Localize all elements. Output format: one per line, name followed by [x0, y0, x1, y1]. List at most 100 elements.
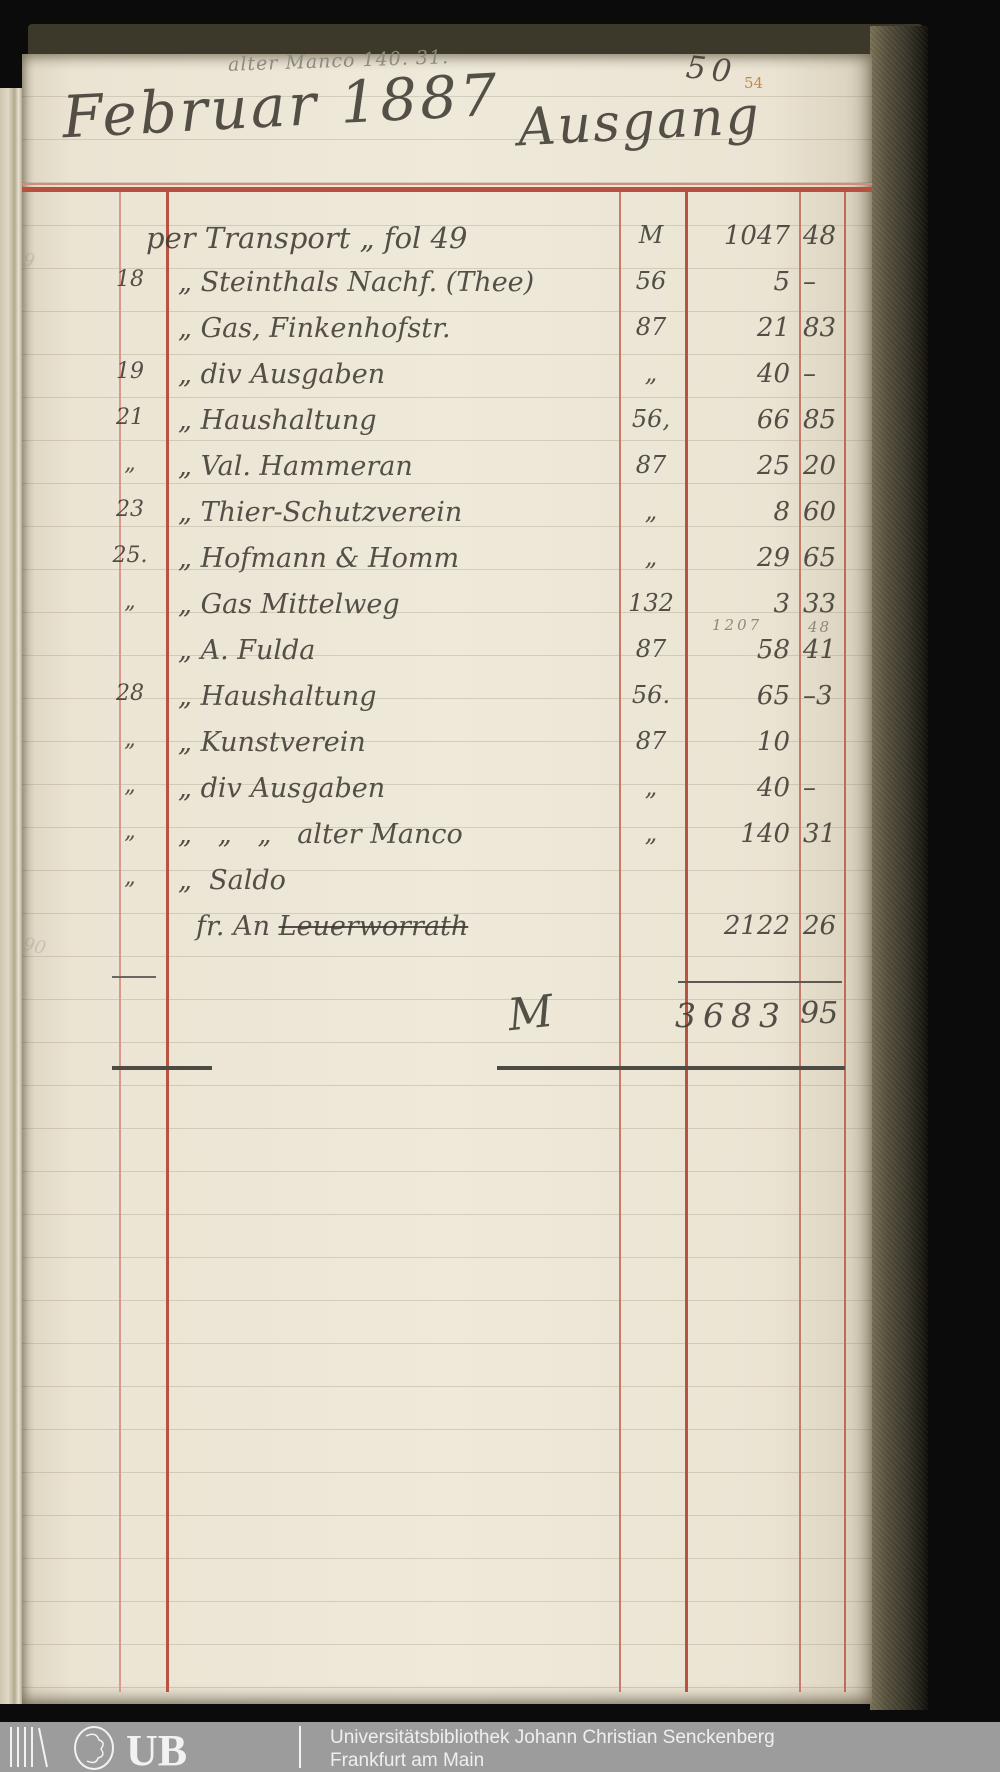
ledger-cell-date: 23: [116, 497, 144, 522]
folio-number-stamp: 54: [744, 74, 764, 92]
ledger-row: 18 „ Steinthals Nachf. (Thee) 56 5 –: [0, 261, 872, 307]
ledger-cell-mark: 10: [756, 727, 790, 757]
library-attribution-bar: [0, 1722, 1000, 1772]
ledger-cell-mark: 3: [773, 589, 790, 619]
ledger-cell-mark: 40: [756, 359, 790, 389]
ledger-cell-description: „ Hofmann & Homm: [178, 543, 460, 574]
ledger-cell-mark: 25: [756, 451, 790, 481]
leaning-book-icon: [38, 1727, 48, 1768]
underlying-page-edge: [0, 88, 24, 1704]
ledger-row: „ A. Fulda 87 58 41: [0, 629, 872, 675]
ledger-cell-mark: 1047: [723, 221, 790, 251]
ledger-cell-description: „ div Ausgaben: [178, 773, 386, 804]
ledger-cell-description: „ A. Fulda: [178, 635, 316, 666]
header-rule-thin: [22, 183, 872, 185]
ledger-cell-date: 21: [116, 405, 144, 430]
ledger-cell-date: „: [124, 727, 136, 752]
library-name: Universitätsbibliothek Johann Christian …: [330, 1727, 775, 1748]
ledger-cell-folio: „: [644, 497, 658, 525]
portrait-face-icon: [85, 1733, 104, 1764]
ledger-cell-folio: M: [638, 221, 664, 249]
column-rule-fol-right: [685, 192, 688, 1692]
ledger-row: 19 „ div Ausgaben „ 40 –: [0, 353, 872, 399]
ub-library-logo: UB: [10, 1726, 301, 1770]
page-title-section: Ausgang: [516, 85, 763, 159]
ledger-cell-pfennig: –: [803, 773, 816, 803]
ledger-cell-date: „: [124, 819, 136, 844]
column-rule-date-left: [119, 192, 121, 1692]
ledger-row: 25. „ Hofmann & Homm „ 29 65: [0, 537, 872, 583]
ledger-cell-date: „: [124, 865, 136, 890]
ledger-cell-mark: 58: [756, 635, 790, 665]
ledger-cell-description: „ Steinthals Nachf. (Thee): [178, 267, 535, 298]
ledger-cell-mark: 5: [773, 267, 790, 297]
ledger-cell-folio: 87: [635, 313, 667, 341]
ledger-cell-date: „: [124, 773, 136, 798]
ledger-cell-mark: 2122: [723, 911, 790, 941]
total-currency-sign: M: [505, 985, 556, 1042]
ledger-cell-mark: 140: [740, 819, 790, 849]
total-mark-amount: 3683: [675, 996, 787, 1035]
ledger-cell-description: „ Kunstverein: [178, 727, 366, 758]
ledger-cell-pfennig: 85: [803, 405, 837, 435]
ledger-cell-folio: 87: [635, 635, 667, 663]
ledger-cell-description: per Transport „ fol 49: [146, 221, 468, 255]
book-cover-right-edge: [870, 26, 928, 1710]
ledger-cell-description: „ Haushaltung: [178, 405, 377, 436]
ledger-cell-description: „ Saldo: [178, 865, 286, 896]
column-rule-fol-left: [619, 192, 621, 1692]
ledger-cell-folio: 87: [635, 451, 667, 479]
ledger-cell-description: „ „ „ alter Manco: [178, 819, 463, 850]
ledger-cell-mark: 40: [756, 773, 790, 803]
ledger-row: „ „ „ „ alter Manco „ 140 31: [0, 813, 872, 859]
column-rule-pfennig-right: [844, 192, 846, 1692]
ledger-cell-description: „ div Ausgaben: [178, 359, 386, 390]
ledger-cell-pfennig: 41: [803, 635, 837, 665]
ledger-cell-mark: 65: [756, 681, 790, 711]
book-spines-icon: [10, 1727, 33, 1767]
column-rule-date-right: [166, 192, 169, 1692]
ledger-cell-pfennig: 20: [803, 451, 837, 481]
date-column-rule-mark: [112, 976, 156, 978]
ledger-cell-date: 28: [116, 681, 144, 706]
logo-separator: [299, 1726, 301, 1768]
ledger-row: „ „ div Ausgaben „ 40 –: [0, 767, 872, 813]
ledger-cell-folio: 132: [628, 589, 674, 617]
ledger-cell-folio: 87: [635, 727, 667, 755]
ledger-cell-folio: 56.: [631, 681, 671, 709]
total-pfennig-amount: 95: [800, 996, 839, 1031]
ledger-row: fr. An Leuerworrath 2122 26: [0, 905, 872, 951]
ledger-row: „ „ Kunstverein 87 10: [0, 721, 872, 767]
ledger-cell-folio: „: [644, 543, 658, 571]
ledger-row: „ „ Val. Hammeran 87 25 20: [0, 445, 872, 491]
sum-line: [678, 981, 842, 983]
ledger-cell-folio: 56,: [631, 405, 671, 433]
ub-logo-letters: UB: [126, 1726, 187, 1770]
ledger-cell-pfennig: –3: [803, 681, 833, 711]
ledger-row: „ „ Gas Mittelweg 132 3 33 1207 48: [0, 583, 872, 636]
library-city: Frankfurt am Main: [330, 1750, 485, 1771]
struck-text: Leuerworrath: [278, 911, 469, 942]
closing-underline-left: [112, 1066, 212, 1070]
ledger-cell-description: „ Gas Mittelweg: [178, 589, 400, 620]
ledger-cell-mark: 29: [756, 543, 790, 573]
ledger-cell-pfennig: 83: [803, 313, 837, 343]
ledger-row: „ „ Saldo: [0, 859, 872, 905]
ledger-cell-description: „ Haushaltung: [178, 681, 377, 712]
ledger-row: 21 „ Haushaltung 56, 66 85: [0, 399, 872, 445]
ledger-cell-pfennig: 60: [803, 497, 837, 527]
ledger-cell-folio: „: [644, 773, 658, 801]
ledger-cell-date: 18: [116, 267, 144, 292]
ledger-cell-mark: 66: [756, 405, 790, 435]
ledger-cell-date: 19: [116, 359, 144, 384]
ledger-cell-pfennig: 48: [803, 221, 837, 251]
ledger-cell-description: „ Val. Hammeran: [178, 451, 413, 482]
ledger-row: 23 „ Thier-Schutzverein „ 8 60: [0, 491, 872, 537]
ledger-row: 28 „ Haushaltung 56. 65 –3: [0, 675, 872, 721]
pencil-subtotal-pfennig: 48: [808, 618, 832, 636]
ledger-cell-date: „: [124, 589, 136, 614]
ledger-cell-folio: 56: [635, 267, 667, 295]
ledger-cell-date: 25.: [112, 543, 148, 568]
portrait-icon: [74, 1726, 114, 1770]
